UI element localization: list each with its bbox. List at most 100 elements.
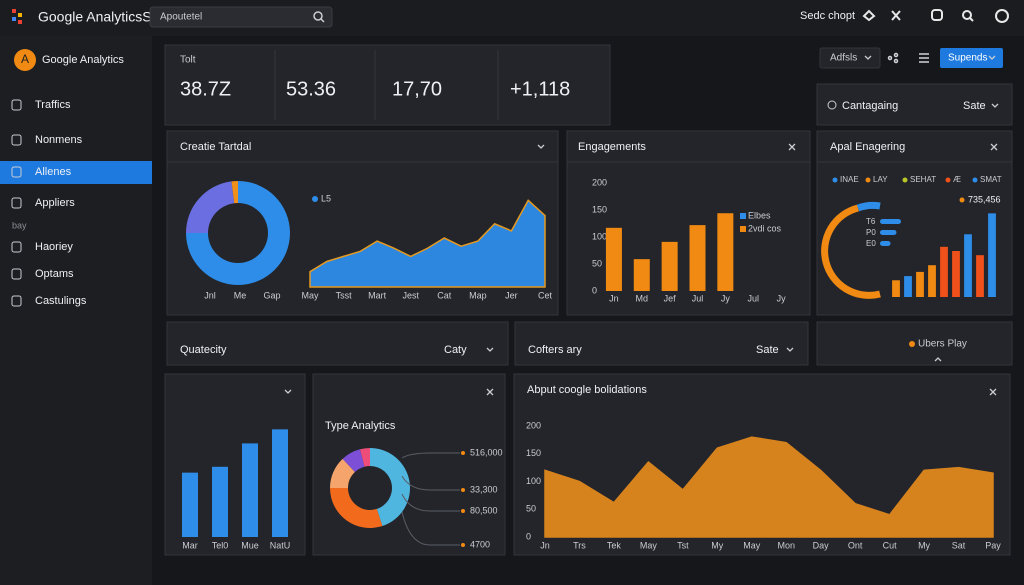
button-text: Supends — [948, 53, 987, 64]
legend-marker — [740, 213, 746, 219]
header-icons[interactable] — [862, 9, 1009, 23]
menu-icon — [11, 134, 22, 146]
header-logo — [12, 9, 22, 24]
campaign-panel — [816, 83, 1013, 126]
menu-item[interactable]: Traffics — [35, 99, 71, 111]
search-icon[interactable] — [313, 11, 325, 23]
x-tick-label: Mon — [777, 540, 795, 550]
bar — [916, 271, 924, 297]
pie-slice — [231, 181, 238, 204]
stat: 17,70 — [392, 78, 442, 100]
callout-line — [401, 511, 460, 546]
sidebar — [0, 36, 152, 585]
panel-title: Apal Enagering — [830, 141, 905, 153]
stat: 53.36 — [286, 78, 336, 100]
x-tick-label: Map — [469, 290, 487, 300]
x-tick-label: My — [711, 540, 723, 550]
chevron — [284, 389, 292, 394]
x-tick-label: May — [301, 290, 319, 300]
stat: 38.7Z — [180, 78, 231, 100]
panel-controls[interactable] — [284, 55, 999, 396]
search-box[interactable] — [149, 6, 333, 28]
sidebar-brand: Google Analytics — [42, 54, 124, 66]
x-tick-label: Jest — [402, 290, 419, 300]
toolbar-icons[interactable] — [887, 52, 930, 64]
brand: Google AnalyticsS — [38, 9, 152, 25]
y-tick-label: 150 — [526, 448, 541, 458]
x-tick-label: My — [918, 540, 930, 550]
menu-item[interactable]: Allenes — [35, 166, 72, 178]
panel-title: Abput coogle bolidations — [527, 384, 647, 396]
bar — [964, 234, 972, 297]
callout-dot — [461, 543, 465, 547]
close-icon — [486, 388, 494, 396]
area — [544, 436, 994, 538]
search-text: Apoutetel — [160, 12, 202, 23]
bar — [892, 280, 900, 297]
filter-select[interactable] — [819, 47, 881, 69]
account[interactable]: Sedc chopt — [800, 10, 855, 22]
chevron — [486, 347, 494, 352]
y-tick-label: 50 — [592, 258, 602, 268]
menu-icon — [11, 241, 22, 253]
campaign-select[interactable]: Sate — [963, 100, 986, 112]
x-tick-label: Mue — [241, 540, 259, 550]
bar — [212, 466, 228, 537]
menu-item[interactable]: Appliers — [35, 197, 75, 209]
gauge-ring — [821, 204, 881, 299]
bar — [661, 241, 678, 291]
bar — [182, 472, 198, 537]
gauge-ring — [856, 201, 881, 212]
gauge-bar — [880, 219, 901, 224]
legend-marker — [972, 177, 978, 183]
chevron — [934, 357, 942, 362]
x-tick-label: Jy — [721, 293, 731, 303]
menu-item[interactable]: Castulings — [35, 295, 87, 307]
callout-label: 516,000 — [470, 447, 503, 457]
x-tick-label: Tel0 — [212, 540, 229, 550]
legend-marker — [832, 177, 838, 183]
x-tick-label: Ont — [848, 540, 863, 550]
x-tick-label: Jul — [692, 293, 704, 303]
strip-panel — [166, 321, 509, 366]
strip-select[interactable]: Sate — [756, 344, 779, 356]
legend-label: Elbes — [748, 210, 771, 220]
menu-item[interactable]: Haoriey — [35, 241, 73, 253]
bar — [605, 227, 622, 291]
strip-select[interactable]: Caty — [444, 344, 467, 356]
stats-panel — [164, 44, 611, 126]
primary-button[interactable] — [940, 48, 1003, 68]
x-tick-label: Tsst — [336, 290, 353, 300]
menu-item[interactable]: Optams — [35, 268, 74, 280]
strip-title: Quatecity — [180, 344, 227, 356]
y-tick-label: 100 — [592, 231, 607, 241]
y-tick-label: 50 — [526, 504, 536, 514]
legend-label: INAE — [840, 175, 859, 184]
y-tick-label: 0 — [592, 285, 597, 295]
bar — [940, 246, 948, 297]
menu-icon — [11, 166, 22, 178]
filter-text: Adfsls — [830, 53, 857, 64]
legend-label: SEHAT — [910, 175, 936, 184]
x-tick-label: Md — [636, 293, 649, 303]
callout-label: 4700 — [470, 539, 490, 549]
legend-dot — [909, 341, 915, 347]
legend-marker — [945, 177, 951, 183]
strip-title: Cofters ary — [528, 344, 582, 356]
gauge-label: E0 — [866, 239, 876, 248]
slice-label: Me — [234, 290, 247, 300]
x-tick-label: Mart — [368, 290, 386, 300]
x-tick-label: May — [743, 540, 761, 550]
callout-label: 33,300 — [470, 484, 498, 494]
sidebar-menu: Traffics Nonmens Allenes Appliers bay Haoriey… — [0, 99, 152, 307]
bar — [633, 259, 650, 291]
x-tick-label: May — [640, 540, 658, 550]
menu-item[interactable]: Nonmens — [35, 134, 83, 146]
callout-dot — [461, 488, 465, 492]
close-icon — [990, 143, 998, 151]
chevron — [864, 55, 872, 60]
area — [309, 199, 546, 288]
chevron — [786, 347, 794, 352]
bar — [717, 213, 734, 291]
callout-dot — [461, 451, 465, 455]
